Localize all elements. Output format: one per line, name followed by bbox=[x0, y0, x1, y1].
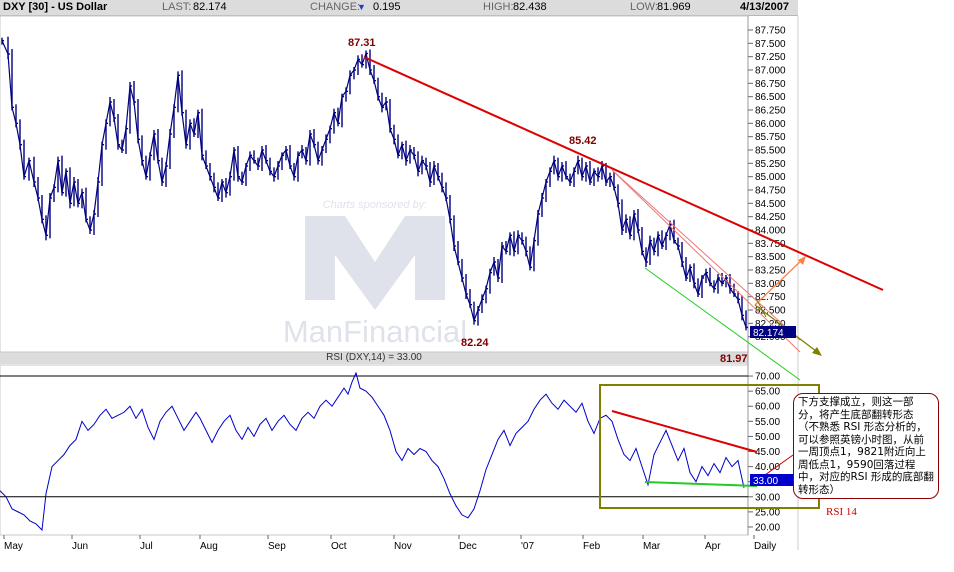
olive-tick-mark bbox=[756, 299, 767, 318]
price-close-line bbox=[1, 40, 747, 328]
low-label: LOW: bbox=[630, 1, 658, 13]
orange-up-arrow-icon bbox=[754, 255, 807, 306]
price-tick-label: 87.500 bbox=[755, 39, 786, 50]
price-tick-label: 83.250 bbox=[755, 266, 786, 277]
x-tick-label: Nov bbox=[394, 541, 412, 552]
x-tick-label: Jun bbox=[72, 541, 88, 552]
symbol-title: DXY [30] - US Dollar bbox=[3, 1, 108, 13]
rsi-line bbox=[0, 371, 745, 532]
price-tick-label: 86.500 bbox=[755, 92, 786, 103]
peak-label-1: 87.31 bbox=[348, 37, 376, 49]
rsi-highlight-box bbox=[599, 384, 820, 509]
price-tick-label: 82.500 bbox=[755, 306, 786, 317]
high-value: 82.438 bbox=[513, 1, 547, 13]
rsi-tick-label: 40.00 bbox=[755, 462, 780, 473]
rsi-tick-label: 50.00 bbox=[755, 432, 780, 443]
price-tick-label: 85.750 bbox=[755, 132, 786, 143]
olive-arrowhead-icon bbox=[812, 347, 822, 356]
price-tick-label: 82.750 bbox=[755, 292, 786, 303]
main-downtrend-line bbox=[363, 56, 884, 291]
price-tick-label: 86.000 bbox=[755, 119, 786, 130]
x-tick-label: Oct bbox=[331, 541, 347, 552]
price-tick-label: 85.500 bbox=[755, 146, 786, 157]
x-axis: May Jun Jul Aug Sep Oct Nov Dec '07 Feb Mar Apr Dail… bbox=[3, 535, 776, 552]
rsi-tick-label: 25.00 bbox=[755, 507, 780, 518]
fan-line-1 bbox=[611, 169, 801, 341]
x-tick-label: Feb bbox=[583, 541, 601, 552]
x-tick-label: May bbox=[4, 541, 23, 552]
price-tick-label: 82.250 bbox=[755, 319, 786, 330]
low-value: 81.969 bbox=[657, 1, 691, 13]
analysis-note: 下方支撑成立，则这一部分，将产生底部翻转形态（不熟悉 RSI 形态分析的，可以参… bbox=[793, 393, 939, 499]
price-tick-label: 87.750 bbox=[755, 26, 786, 37]
rsi-tick-label: 70.00 bbox=[755, 372, 780, 383]
fan-line-2 bbox=[611, 169, 801, 353]
change-label: CHANGE: bbox=[310, 1, 361, 13]
rsi-reference-lines bbox=[0, 375, 748, 498]
price-tick-label: 84.250 bbox=[755, 212, 786, 223]
x-tick-label: '07 bbox=[521, 541, 534, 552]
rsi-tick-label: 65.00 bbox=[755, 387, 780, 398]
peak-label-2: 85.42 bbox=[569, 135, 597, 147]
header-date: 4/13/2007 bbox=[740, 1, 789, 13]
last-price-badge-text: 82.174 bbox=[753, 328, 784, 339]
price-series bbox=[1, 36, 748, 331]
rsi-value-badge bbox=[750, 474, 794, 486]
price-tick-label: 87.000 bbox=[755, 66, 786, 77]
price-tick-label: 84.000 bbox=[755, 226, 786, 237]
rsi-tick-label: 20.00 bbox=[755, 522, 780, 533]
rsi-tick-label: 55.00 bbox=[755, 417, 780, 428]
last-price-badge bbox=[750, 326, 796, 338]
price-tick-label: 84.750 bbox=[755, 186, 786, 197]
rsi-tick-label: 30.00 bbox=[755, 492, 780, 503]
rsi-tick-label: 60.00 bbox=[755, 402, 780, 413]
last-value: 82.174 bbox=[193, 1, 227, 13]
orange-arrowhead-icon bbox=[798, 256, 806, 265]
rsi-tick-label: 45.00 bbox=[755, 447, 780, 458]
price-tick-label: 85.250 bbox=[755, 159, 786, 170]
price-tick-label: 86.250 bbox=[755, 106, 786, 117]
change-down-icon: ▼ bbox=[357, 2, 366, 12]
price-axis: 87.750 87.500 87.250 87.000 86.750 86.500 86.2… bbox=[748, 26, 786, 343]
change-value: 0.195 bbox=[373, 1, 401, 13]
watermark-logo: Charts sponsored by: ManFinancial bbox=[283, 199, 467, 349]
rsi-14-label: RSI 14 bbox=[826, 506, 857, 518]
low-label-1: 82.24 bbox=[461, 337, 489, 349]
x-tick-label: Apr bbox=[705, 541, 721, 552]
high-label: HIGH: bbox=[483, 1, 514, 13]
watermark-sponsor: Charts sponsored by: bbox=[323, 199, 428, 211]
x-tick-label: Dec bbox=[459, 541, 477, 552]
price-tick-label: 85.000 bbox=[755, 172, 786, 183]
rsi-axis: 70.0065.0060.0055.0050.0045.0040.0035.00… bbox=[748, 372, 780, 533]
price-tick-label: 84.500 bbox=[755, 199, 786, 210]
x-tick-label: Daily bbox=[754, 541, 776, 552]
rsi-series bbox=[0, 371, 745, 532]
price-tick-label: 83.000 bbox=[755, 279, 786, 290]
price-tick-label: 86.750 bbox=[755, 79, 786, 90]
price-tick-label: 83.750 bbox=[755, 239, 786, 250]
rsi-value-badge-text: 33.00 bbox=[753, 476, 778, 487]
m-logo-icon bbox=[305, 216, 445, 310]
x-tick-label: Mar bbox=[643, 541, 661, 552]
price-tick-label: 87.250 bbox=[755, 52, 786, 63]
low-label-2: 81.97 bbox=[720, 353, 748, 365]
x-tick-label: Jul bbox=[140, 541, 153, 552]
watermark-brand: ManFinancial bbox=[283, 314, 467, 349]
rsi-downtrend-line bbox=[611, 410, 758, 453]
last-label: LAST: bbox=[162, 1, 192, 13]
x-tick-label: Sep bbox=[268, 541, 286, 552]
chart-header: DXY [30] - US Dollar LAST: 82.174 CHANGE… bbox=[0, 0, 798, 16]
price-tick-label: 83.500 bbox=[755, 252, 786, 263]
rsi-support-line bbox=[644, 481, 758, 487]
rsi-header: RSI (DXY,14) = 33.00 bbox=[0, 352, 748, 364]
support-line bbox=[644, 267, 801, 381]
x-tick-label: Aug bbox=[200, 541, 218, 552]
